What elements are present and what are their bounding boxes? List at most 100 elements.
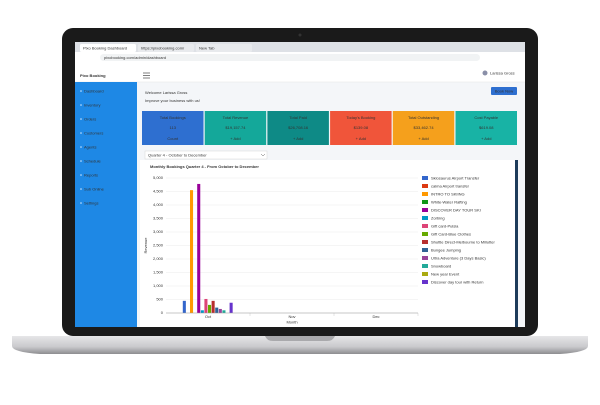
stat-label: Today's Booking — [346, 115, 375, 120]
legend-label[interactable]: DISCOVER DAY TOUR SKI — [431, 207, 481, 212]
stat-label: Cost Payable — [474, 115, 499, 120]
stat-card — [392, 111, 455, 145]
stat-value: $139.08 — [354, 125, 369, 130]
chart-panel — [140, 160, 516, 327]
legend-swatch[interactable] — [422, 184, 428, 188]
sidebar-item[interactable]: Customers — [84, 130, 103, 135]
sidebar-bullet — [80, 160, 82, 162]
logo[interactable]: Pixo Booking — [80, 73, 106, 78]
legend-label[interactable]: Bungee Jumping — [431, 247, 461, 252]
bar[interactable] — [218, 308, 222, 313]
legend-swatch[interactable] — [422, 192, 428, 196]
y-tick-label: 1,000 — [153, 283, 164, 288]
sidebar-item[interactable]: Settings — [84, 200, 98, 205]
stat-card — [330, 111, 392, 145]
book-button-label[interactable]: Book Now — [495, 88, 513, 93]
tab-bar — [75, 42, 525, 52]
stat-action[interactable]: Count — [167, 136, 179, 141]
quarter-select[interactable] — [144, 150, 268, 160]
y-tick-label: 5,000 — [153, 175, 164, 180]
camera — [298, 33, 302, 37]
legend-label[interactable]: New year Event — [431, 271, 460, 276]
sidebar-item[interactable]: Orders — [84, 116, 96, 121]
y-tick-label: 1,500 — [153, 270, 164, 275]
stat-label: Total Paid — [289, 115, 307, 120]
sidebar-item[interactable]: Inventory — [84, 102, 100, 107]
book-button[interactable] — [491, 87, 517, 95]
legend-label[interactable]: Snowboard — [431, 263, 451, 268]
sidebar-item[interactable]: Sub Online — [84, 186, 105, 191]
legend-label[interactable]: Gift card-Pulsia — [431, 223, 459, 228]
bar[interactable] — [229, 302, 233, 313]
tab-title[interactable]: https://pixobooking.com/ — [141, 45, 185, 50]
quarter-select-label[interactable]: Quarter 4 - October to December — [148, 152, 207, 157]
stat-action[interactable]: + Add — [293, 136, 303, 141]
tab[interactable] — [138, 44, 194, 52]
bar[interactable] — [215, 307, 219, 313]
stat-label: Total Bookings — [160, 115, 186, 120]
bar[interactable] — [197, 183, 201, 313]
legend-label[interactable]: Ultra Adventure (3 Days Basic) — [431, 255, 486, 260]
sidebar-bullet — [80, 146, 82, 148]
stat-action[interactable]: + Add — [356, 136, 366, 141]
bar[interactable] — [204, 298, 208, 313]
legend-swatch[interactable] — [422, 280, 428, 284]
legend-swatch[interactable] — [422, 248, 428, 252]
legend-swatch[interactable] — [422, 200, 428, 204]
user-avatar[interactable] — [482, 70, 488, 76]
url-box[interactable] — [100, 54, 480, 61]
menu-icon[interactable] — [143, 72, 150, 79]
stat-action[interactable]: + Add — [481, 136, 491, 141]
tab[interactable] — [80, 44, 136, 52]
url: pixobooking.com/admin/dashboard — [104, 55, 166, 60]
legend-swatch[interactable] — [422, 216, 428, 220]
tab-title[interactable]: New Tab — [199, 45, 215, 50]
legend-label[interactable]: Shuttle Direct-Melbourne to Millutter — [431, 239, 495, 244]
y-tick-label: 4,000 — [153, 202, 164, 207]
y-tick-label: 0 — [161, 310, 164, 315]
legend-swatch[interactable] — [422, 256, 428, 260]
bar[interactable] — [182, 300, 186, 313]
bar[interactable] — [208, 304, 212, 313]
app-header — [75, 63, 525, 82]
welcome-subtitle: Improve your business with us! — [145, 98, 200, 103]
sidebar-item[interactable]: Agents — [84, 144, 96, 149]
legend-swatch[interactable] — [422, 264, 428, 268]
stat-action[interactable]: + Add — [418, 136, 428, 141]
bar[interactable] — [211, 300, 215, 313]
sidebar-item[interactable]: Reports — [84, 172, 98, 177]
legend-label[interactable]: Skiosaurus Airport Transfer — [431, 175, 480, 180]
legend-swatch[interactable] — [422, 224, 428, 228]
legend-label[interactable]: Gift Card-Blue Clothes — [431, 231, 471, 236]
legend-swatch[interactable] — [422, 176, 428, 180]
bar[interactable] — [200, 310, 204, 313]
legend-swatch[interactable] — [422, 208, 428, 212]
select-arrow — [260, 153, 266, 157]
bar[interactable] — [190, 190, 194, 313]
tab-title[interactable]: Pixo Booking Dashboard — [83, 45, 127, 50]
stat-card — [204, 111, 267, 145]
legend-label[interactable]: calma Airport transfer — [431, 183, 470, 188]
legend-label[interactable]: Zorbing — [431, 215, 445, 220]
y-tick-label: 4,500 — [153, 189, 164, 194]
stat-action[interactable]: + Add — [230, 136, 240, 141]
legend-swatch[interactable] — [422, 232, 428, 236]
sidebar-bullet — [80, 90, 82, 92]
legend-swatch[interactable] — [422, 272, 428, 276]
sidebar-bullet — [80, 104, 82, 106]
sidebar-bullet — [80, 202, 82, 204]
welcome: Welcome Larissa Gross — [145, 90, 187, 95]
legend-label[interactable]: INTRO TO SKIING — [431, 191, 465, 196]
user-name[interactable]: Larissa Gross — [490, 71, 515, 76]
stat-label: Total Revenue — [223, 115, 249, 120]
legend-swatch[interactable] — [422, 240, 428, 244]
bar[interactable] — [222, 310, 226, 313]
sidebar-item[interactable]: Dashboard — [84, 88, 104, 93]
stat-card — [142, 111, 204, 145]
legend-label[interactable]: White-Water Rafting — [431, 199, 467, 204]
sidebar-item[interactable]: Schedule — [84, 158, 101, 163]
y-tick-label: 3,500 — [153, 216, 164, 221]
tab[interactable] — [196, 44, 252, 52]
legend-label[interactable]: Discover day tour with Return — [431, 279, 483, 284]
